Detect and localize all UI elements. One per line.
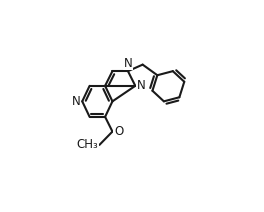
Text: CH₃: CH₃ — [76, 138, 98, 151]
Text: O: O — [114, 125, 123, 138]
Text: N: N — [72, 95, 81, 108]
Text: N: N — [124, 57, 132, 70]
Text: N: N — [137, 79, 146, 92]
